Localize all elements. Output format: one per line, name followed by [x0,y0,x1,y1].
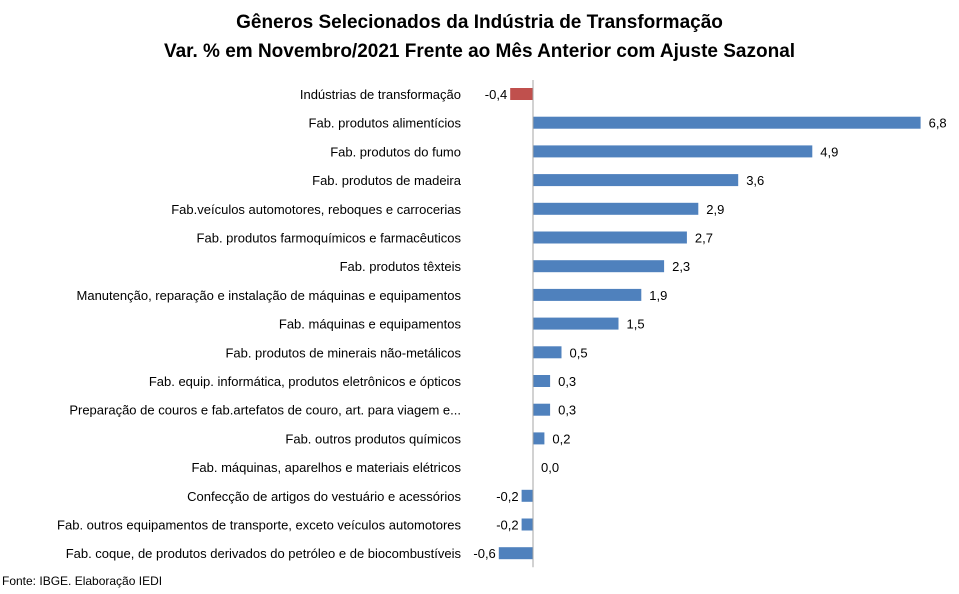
category-label: Fab.veículos automotores, reboques e car… [171,202,461,217]
bar [533,317,619,330]
category-label: Fab. máquinas e equipamentos [279,317,462,332]
bar [498,547,533,560]
category-label: Fab. produtos farmoquímicos e farmacêuti… [197,231,462,246]
data-label: 0,3 [558,374,576,389]
data-label: -0,4 [485,87,507,102]
chart-title-line-1: Gêneros Selecionados da Indústria de Tra… [236,12,723,33]
data-label: 2,7 [695,231,713,246]
bar [533,346,562,359]
bar [533,174,739,187]
data-label: 4,9 [820,144,838,159]
chart-subtitle: Var. % em Novembro/2021 Frente ao Mês An… [163,41,796,62]
data-label: 1,5 [627,317,645,332]
data-label: 1,9 [649,288,667,303]
category-label: Confecção de artigos do vestuário e aces… [187,489,461,504]
category-label: Fab. máquinas, aparelhos e materiais elé… [191,460,461,475]
bar [533,432,545,445]
bar [510,88,533,100]
category-label: Fab. outros produtos químicos [285,431,461,446]
data-label: 3,6 [746,173,764,188]
data-label: 2,9 [706,202,724,217]
chart-title: Gêneros Selecionados da Indústria de Tra… [0,8,959,66]
source-note: Fonte: IBGE. Elaboração IEDI [2,574,163,588]
labels-layer: Indústrias de transformação -0,4 Fab. prod… [57,87,947,561]
category-label: Fab. produtos do fumo [330,144,461,159]
data-label: 0,3 [558,403,576,418]
category-label: Manutenção, reparação e instalação de má… [77,288,462,303]
category-label: Fab. produtos têxteis [340,259,462,274]
bar [521,489,533,502]
bar [533,260,665,273]
category-label: Fab. equip. informática, produtos eletrô… [149,374,462,389]
category-label: Indústrias de transformação [300,87,461,102]
category-label: Fab. coque, de produtos derivados do pet… [66,546,462,561]
bar [533,375,551,387]
bars-layer [498,88,921,560]
data-label: 0,2 [552,431,570,446]
category-label: Fab. produtos de minerais não-metálicos [225,345,461,360]
category-label: Fab. produtos de madeira [312,173,462,188]
bar [533,231,687,244]
bar [521,518,533,531]
category-label: Preparação de couros e fab.artefatos de … [69,403,461,418]
category-label: Fab. produtos alimentícios [309,116,462,131]
data-label: 0,0 [541,460,559,475]
data-label: -0,6 [473,546,495,561]
data-label: -0,2 [496,489,518,504]
data-label: 2,3 [672,259,690,274]
data-label: -0,2 [496,518,518,533]
bar [533,116,921,129]
data-label: 6,8 [929,116,947,131]
bar [533,403,551,416]
category-label: Fab. outros equipamentos de transporte, … [57,518,461,533]
data-label: 0,5 [570,345,588,360]
bar [533,288,642,301]
bar [533,145,813,158]
bar [533,202,699,215]
